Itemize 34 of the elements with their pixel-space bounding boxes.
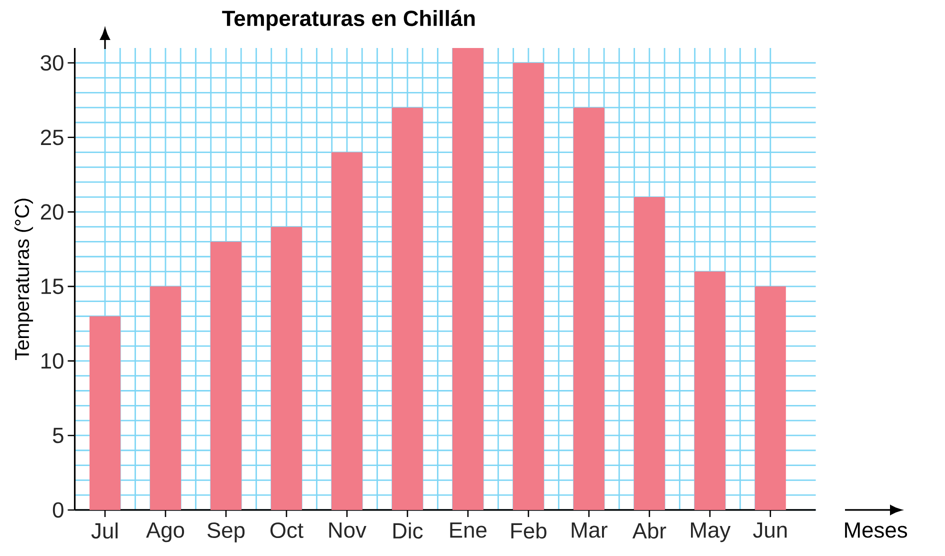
bar (150, 286, 181, 510)
bar (270, 226, 302, 510)
x-tick-label: Abr (632, 522, 666, 539)
x-tick-label: Jun (753, 522, 787, 538)
y-tick-label: 0 (52, 502, 64, 518)
x-tick-label: Feb (511, 522, 546, 539)
y-tick-label: 20 (40, 204, 64, 220)
bar (694, 272, 726, 510)
x-tick-label: Sep (207, 522, 245, 542)
chart-title: Temperaturas en Chillán (222, 10, 475, 30)
x-axis-title: Meses (845, 522, 908, 538)
x-tick-label: Nov (329, 522, 366, 538)
x-tick-label: Ago (146, 522, 184, 542)
x-tick-label: Ene (450, 522, 486, 538)
y-tick-label: 30 (40, 55, 64, 71)
x-tick-label: Oct (270, 522, 304, 538)
bar (512, 62, 544, 510)
bar (90, 316, 121, 510)
bar (754, 286, 786, 510)
y-axis-title: Temperaturas (°C) (14, 198, 34, 360)
y-tick-label: 5 (52, 428, 64, 444)
y-tick-label: 10 (42, 353, 64, 369)
x-tick-label: Mar (572, 522, 608, 538)
x-tick-label: Jul (91, 522, 118, 539)
x-tick-label: May (691, 522, 731, 542)
y-tick-label: 25 (40, 130, 64, 146)
y-tick-label: 15 (42, 278, 64, 294)
bar (331, 152, 362, 510)
bar (634, 197, 665, 510)
x-tick-label: Dic (393, 522, 423, 539)
bar (392, 108, 423, 510)
bar (573, 108, 604, 510)
bar (210, 242, 242, 510)
bar (452, 48, 484, 510)
